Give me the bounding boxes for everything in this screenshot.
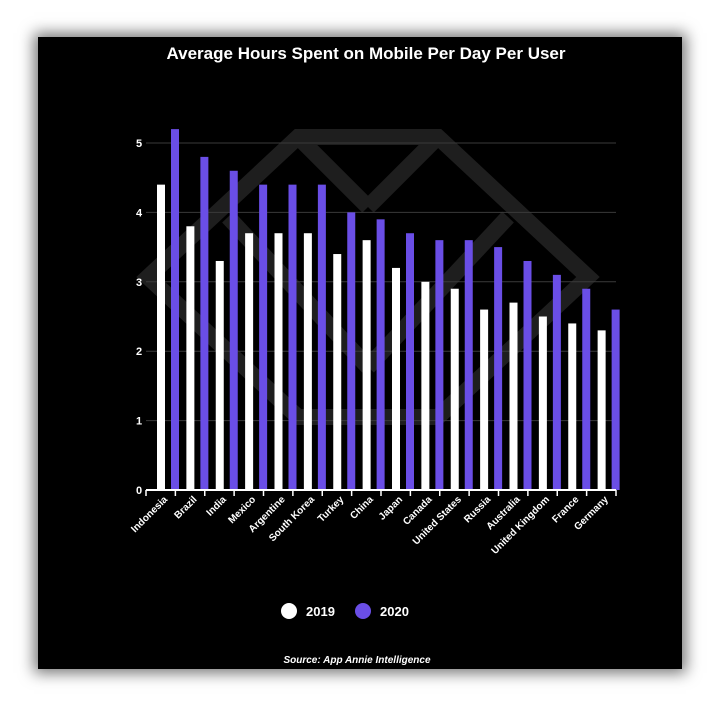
bar-2020-china: [376, 219, 385, 490]
bar-2019-united-kingdom: [538, 316, 547, 490]
bar-2020-indonesia: [171, 129, 179, 490]
legend-swatch-2019: [281, 603, 297, 619]
bar-2019-india: [215, 260, 224, 490]
legend-label-2019: 2019: [306, 604, 335, 619]
bar-2019-canada: [421, 281, 430, 490]
bar-2019-russia: [480, 309, 489, 490]
bar-2019-indonesia: [157, 184, 165, 490]
bar-2020-russia: [494, 247, 503, 490]
bar-2019-mexico: [245, 233, 254, 490]
legend: 2019 2020: [281, 603, 409, 619]
bar-2020-japan: [406, 233, 414, 490]
y-tick-label: 0: [136, 485, 142, 497]
legend-label-2020: 2020: [380, 604, 409, 619]
bar-2019-south-korea: [303, 233, 312, 490]
legend-swatch-2020: [355, 603, 371, 619]
bar-2020-turkey: [347, 212, 356, 490]
bar-chart: Average Hours Spent on Mobile Per Day Pe…: [129, 44, 620, 666]
y-tick-label: 1: [136, 416, 142, 428]
bar-2020-united-states: [464, 240, 473, 490]
bar-2020-france: [582, 288, 591, 490]
bar-2020-germany: [611, 309, 620, 490]
bar-2020-south-korea: [317, 184, 326, 490]
y-axis-tick-labels: 0 1 2 3 4 5: [136, 138, 143, 497]
bar-2019-argentine: [274, 233, 283, 490]
y-tick-label: 3: [136, 277, 142, 289]
bar-2020-mexico: [259, 184, 268, 490]
bar-2019-germany: [597, 330, 606, 490]
bar-2019-france: [568, 323, 577, 490]
bar-2020-australia: [523, 260, 532, 490]
bar-2019-turkey: [333, 254, 342, 490]
legend-item-2019: 2019: [281, 603, 335, 619]
bar-2020-united-kingdom: [552, 274, 561, 490]
x-axis-category-labels: Indonesia Brazil IndiaMexicoArgentineSouth…: [129, 494, 611, 557]
bar-2020-india: [229, 170, 238, 490]
category-label: Indonesia: [129, 494, 170, 535]
category-label: India: [205, 494, 230, 519]
y-tick-label: 4: [136, 207, 143, 219]
category-label: China: [348, 494, 376, 522]
y-tick-label: 2: [136, 346, 142, 358]
bar-2020-brazil: [200, 156, 209, 490]
category-label: Brazil: [172, 494, 199, 521]
bar-2019-australia: [509, 302, 518, 490]
bar-2019-china: [362, 240, 371, 490]
bar-2019-japan: [392, 267, 400, 490]
bar-2019-united-states: [450, 288, 459, 490]
legend-item-2020: 2020: [355, 603, 409, 619]
y-tick-label: 5: [136, 138, 142, 150]
bar-2020-canada: [435, 240, 444, 490]
chart-frame: Average Hours Spent on Mobile Per Day Pe…: [38, 37, 682, 669]
category-label: Turkey: [316, 494, 347, 525]
bar-2019-brazil: [186, 226, 195, 490]
x-axis-ticks: [145, 490, 617, 496]
bar-2020-argentine: [288, 184, 297, 490]
category-label: Japan: [377, 494, 405, 522]
chart-title: Average Hours Spent on Mobile Per Day Pe…: [167, 44, 566, 63]
source-note: Source: App Annie Intelligence: [283, 655, 430, 666]
bars: [157, 129, 620, 490]
